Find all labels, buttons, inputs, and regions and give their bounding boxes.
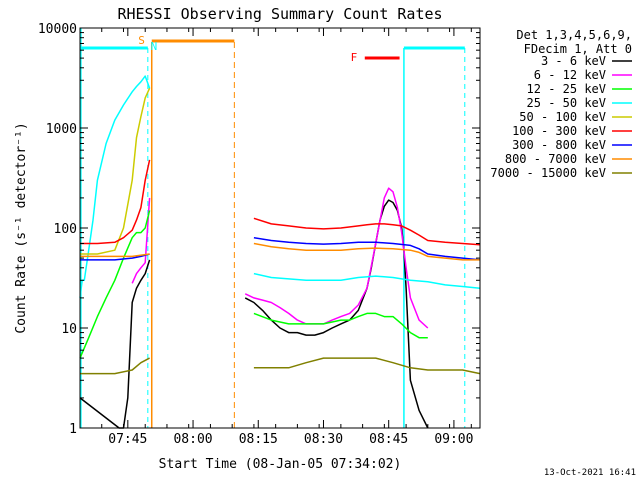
legend-label: 7000 - 15000 keV (490, 166, 606, 180)
legend-label: 100 - 300 keV (512, 124, 606, 138)
series-line-5 (80, 159, 481, 246)
series-line-7 (80, 242, 480, 261)
legend-header-line: Det 1,3,4,5,6,9, (516, 28, 632, 42)
annotation-s: S (138, 34, 145, 47)
y-tick-label: 1000 (46, 122, 77, 137)
legend-header-line: FDecim 1, Att 0 (524, 42, 632, 56)
chart-marks: S N F (80, 28, 466, 428)
series-line-1 (131, 187, 429, 329)
legend-label: 25 - 50 keV (527, 96, 606, 110)
legend-label: 6 - 12 keV (534, 68, 606, 82)
y-axis-label: Count Rate (s⁻¹ detector⁻¹) (14, 122, 29, 333)
series-line-2 (79, 210, 428, 359)
legend-label: 3 - 6 keV (541, 54, 606, 68)
x-axis-label: Start Time (08-Jan-05 07:34:02) (159, 457, 402, 472)
y-tick-label: 10 (61, 322, 77, 337)
series-line-8 (80, 357, 481, 375)
legend-label: 12 - 25 keV (527, 82, 606, 96)
annotation-f: F (351, 51, 358, 64)
x-tick-label: 09:00 (434, 432, 473, 447)
legend: Det 1,3,4,5,6,9,FDecim 1, Att 03 - 6 keV… (490, 28, 632, 180)
y-tick-label: 10000 (38, 22, 77, 37)
chart-title: RHESSI Observing Summary Count Rates (117, 5, 442, 23)
y-tick-label: 1 (69, 422, 77, 437)
axes: 07:45 08:00 08:15 08:30 08:45 09:00 1 10 100 1000… (38, 22, 480, 447)
x-tick-label: 08:30 (304, 432, 343, 447)
x-tick-label: 08:15 (239, 432, 278, 447)
legend-label: 50 - 100 keV (519, 110, 606, 124)
y-tick-label: 100 (54, 222, 77, 237)
series-line-4 (80, 87, 151, 255)
x-tick-label: 08:00 (173, 432, 212, 447)
footer-date: 13-Oct-2021 16:41 (544, 468, 636, 478)
legend-label: 800 - 7000 keV (505, 152, 606, 166)
series-line-6 (80, 236, 481, 261)
series-line-3 (79, 75, 481, 298)
series-layer (79, 75, 481, 429)
x-tick-label: 08:45 (369, 432, 408, 447)
annotation-n: N (151, 40, 158, 53)
x-tick-label: 07:45 (108, 432, 147, 447)
legend-label: 300 - 800 keV (512, 138, 606, 152)
